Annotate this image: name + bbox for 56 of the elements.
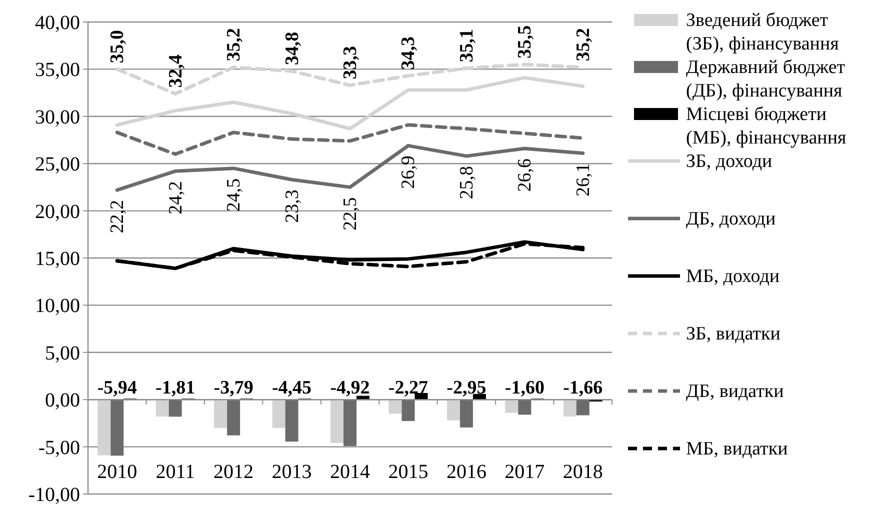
data-label: 22,5 [340,197,361,230]
data-label: -3,79 [214,378,254,399]
data-label: 32,4 [165,54,186,88]
x-tick-label: 2014 [330,461,370,484]
data-label: 35,0 [107,30,128,64]
legend-label: МБ, видатки [686,438,788,460]
legend-label: Місцеві бюджети (МБ), фінансування [686,104,846,148]
data-label: 25,8 [456,166,478,200]
data-label: 35,2 [572,28,594,62]
y-tick-label: -5,00 [38,436,80,459]
legend-label: ДБ, видатки [686,381,784,402]
x-tick-label: 2013 [272,461,312,484]
data-label: -4,92 [330,378,370,399]
y-tick-label: 20,00 [35,200,80,223]
data-label: 24,2 [165,181,186,214]
x-tick-label: 2016 [446,461,486,484]
data-label: 26,9 [398,156,420,189]
data-label: -1,81 [156,378,196,399]
data-label: -5,94 [97,378,138,399]
data-label: -4,45 [272,378,312,399]
legend-label: ДБ, доходи [686,208,776,230]
data-label: 34,3 [398,36,420,70]
y-tick-label: 40,00 [35,12,80,34]
y-tick-label: -10,00 [28,484,80,506]
y-tick-label: 25,00 [35,154,80,176]
data-label: 22,2 [107,200,128,234]
x-tick-label: 2015 [388,461,428,484]
data-label: 23,3 [282,190,303,223]
data-label: 26,6 [514,158,536,192]
data-label: 26,1 [572,163,594,196]
y-tick-label: 10,00 [35,295,80,318]
data-label: 34,8 [282,32,303,66]
data-label: 35,2 [224,28,245,62]
data-label: 33,3 [340,46,361,80]
x-tick-label: 2010 [97,461,138,484]
legend-label: ЗБ, видатки [686,324,780,344]
y-tick-label: 35,00 [35,59,80,82]
data-label: 24,5 [224,178,245,212]
x-tick-label: 2018 [562,461,603,484]
x-tick-label: 2017 [504,461,545,484]
legend-label: Державний бюджет (ДБ), фінансування [686,57,846,102]
data-label: -1,66 [563,378,603,399]
y-tick-label: 0,00 [45,390,80,412]
legend-label: Зведений бюджет (ЗБ), фінансування [686,10,840,54]
data-label: 35,5 [514,25,536,58]
legend-label: МБ, доходи [686,266,780,287]
x-tick-label: 2011 [156,461,195,484]
legend-label: ЗБ, доходи [686,151,772,172]
y-tick-label: 15,00 [35,248,80,270]
data-label: 35,1 [456,29,478,62]
y-tick-label: 5,00 [45,342,80,364]
data-label: -1,60 [504,378,544,399]
y-tick-label: 30,00 [35,106,80,128]
data-label: -2,27 [388,378,429,399]
data-label: -2,95 [446,378,486,399]
x-tick-label: 2012 [214,461,254,484]
